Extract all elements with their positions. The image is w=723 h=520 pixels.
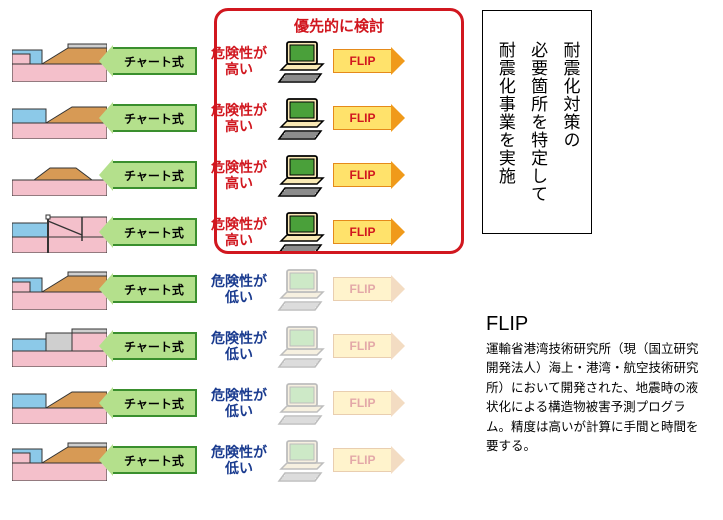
chart-method-arrow: チャート式 bbox=[113, 47, 197, 75]
structure-icon bbox=[12, 325, 107, 367]
structure-icon bbox=[12, 40, 107, 82]
priority-box: 優先的に検討 bbox=[214, 8, 464, 254]
chart-method-arrow: チャート式 bbox=[113, 446, 197, 474]
chart-method-arrow: チャート式 bbox=[113, 389, 197, 417]
risk-low-label: 危険性が低い bbox=[207, 330, 271, 362]
structure-icon bbox=[12, 211, 107, 253]
chart-method-arrow: チャート式 bbox=[113, 275, 197, 303]
flow-row: チャート式危険性が低い FLIP bbox=[12, 377, 391, 429]
chart-method-arrow: チャート式 bbox=[113, 332, 197, 360]
computer-icon bbox=[275, 266, 327, 312]
structure-icon bbox=[12, 439, 107, 481]
outcome-box: 耐震化対策の必要箇所を特定して耐震化事業を実施 bbox=[482, 10, 592, 234]
priority-title: 優先的に検討 bbox=[217, 15, 461, 36]
risk-low-label: 危険性が低い bbox=[207, 444, 271, 476]
flip-description: 運輸省港湾技術研究所（現（国立研究開発法人）海上・港湾・航空技術研究所）において… bbox=[486, 340, 701, 456]
chart-method-arrow: チャート式 bbox=[113, 161, 197, 189]
structure-icon bbox=[12, 97, 107, 139]
structure-icon bbox=[12, 268, 107, 310]
computer-icon bbox=[275, 437, 327, 483]
chart-method-arrow: チャート式 bbox=[113, 104, 197, 132]
flow-row: チャート式危険性が低い FLIP bbox=[12, 263, 391, 315]
flip-arrow: FLIP bbox=[333, 277, 391, 301]
flow-row: チャート式危険性が低い FLIP bbox=[12, 434, 391, 486]
computer-icon bbox=[275, 380, 327, 426]
flip-heading: FLIP bbox=[486, 313, 528, 336]
computer-icon bbox=[275, 323, 327, 369]
flip-arrow: FLIP bbox=[333, 391, 391, 415]
flip-arrow: FLIP bbox=[333, 448, 391, 472]
risk-low-label: 危険性が低い bbox=[207, 273, 271, 305]
flip-arrow: FLIP bbox=[333, 334, 391, 358]
flow-row: チャート式危険性が低い FLIP bbox=[12, 320, 391, 372]
chart-method-arrow: チャート式 bbox=[113, 218, 197, 246]
structure-icon bbox=[12, 382, 107, 424]
stage: チャート式危険性が高い FLIP チャート式危険性が高い FLIP チャート式危… bbox=[0, 0, 723, 520]
risk-low-label: 危険性が低い bbox=[207, 387, 271, 419]
structure-icon bbox=[12, 154, 107, 196]
